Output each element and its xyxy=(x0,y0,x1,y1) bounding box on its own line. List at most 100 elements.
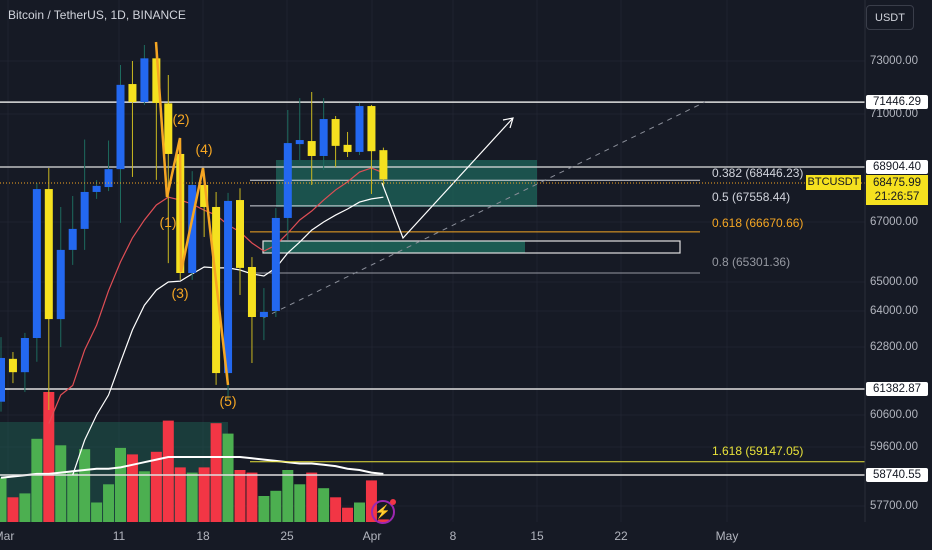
volume-bars xyxy=(0,392,389,522)
current-price-tag: 68475.99 21:26:57 xyxy=(866,175,928,205)
candle-body xyxy=(104,169,113,188)
time-tick-label: 15 xyxy=(530,529,544,543)
volume-bar xyxy=(103,484,115,522)
candle-body xyxy=(56,249,65,320)
price-tick-label: 64000.00 xyxy=(870,305,918,317)
volume-bar xyxy=(354,502,365,522)
price-tick-label: 73000.00 xyxy=(870,55,918,67)
candle-body xyxy=(319,119,328,156)
price-tick-label: 60600.00 xyxy=(870,409,918,421)
time-tick-label: Mar xyxy=(0,529,15,543)
candle-body xyxy=(0,357,5,402)
candle-body xyxy=(355,106,364,152)
candle-body xyxy=(247,267,256,317)
volume-bar xyxy=(7,497,19,522)
candle-body xyxy=(200,185,209,207)
candle-body xyxy=(367,106,376,152)
volume-bar xyxy=(91,502,103,522)
volume-bar xyxy=(174,467,186,522)
volume-bar xyxy=(222,433,234,522)
time-tick-label: 8 xyxy=(449,529,457,543)
volume-bar xyxy=(270,490,282,522)
projection-arrow[interactable] xyxy=(381,117,514,240)
candle-body xyxy=(236,200,244,268)
horizontal-levels[interactable] xyxy=(0,101,865,476)
time-tick-label: 11 xyxy=(112,529,126,543)
candle-body xyxy=(20,338,29,373)
candle-body xyxy=(164,103,173,154)
time-tick-label: May xyxy=(715,529,739,543)
current-price: 68475.99 xyxy=(873,177,921,189)
volume-bar xyxy=(55,445,67,522)
volume-bar xyxy=(67,472,79,522)
fib-label-05: 0.5 (67558.44) xyxy=(712,190,791,204)
candle-body xyxy=(152,58,161,103)
price-label-58740: 58740.55 xyxy=(866,468,928,482)
candle-body xyxy=(295,140,304,145)
time-tick-label: Apr xyxy=(362,529,382,543)
time-tick-label: 18 xyxy=(196,529,210,543)
volume-bar xyxy=(150,451,162,522)
currency-button[interactable]: USDT xyxy=(866,5,914,30)
candle-body xyxy=(92,185,101,192)
candle-body xyxy=(32,189,41,338)
volume-bar xyxy=(365,480,377,522)
volume-bar xyxy=(0,477,7,522)
volume-bar xyxy=(115,447,126,522)
price-tick-label: 71000.00 xyxy=(870,108,918,120)
price-tick-label: 57700.00 xyxy=(870,500,918,512)
candle-body xyxy=(343,144,352,152)
fib-label-08: 0.8 (65301.36) xyxy=(712,255,791,269)
candle-body xyxy=(331,119,340,146)
candles xyxy=(0,42,388,412)
volume-bar xyxy=(234,470,246,522)
volume-bar xyxy=(79,449,91,522)
price-tick-label: 59600.00 xyxy=(870,441,918,453)
volume-bar xyxy=(186,472,198,522)
price-tick-label: 67000.00 xyxy=(870,216,918,228)
time-tick-label: 25 xyxy=(280,529,294,543)
lightning-icon[interactable]: ⚡ xyxy=(371,499,396,524)
time-tick-label: 22 xyxy=(614,529,628,543)
candle-body xyxy=(140,58,149,103)
volume-bar xyxy=(210,423,222,522)
candle-body xyxy=(283,143,292,218)
volume-bar xyxy=(294,484,306,522)
candle-body xyxy=(8,358,17,373)
wave-label-3: (3) xyxy=(171,285,189,301)
volume-bar xyxy=(126,454,138,522)
candle-body xyxy=(188,185,197,273)
wave-label-4: (4) xyxy=(195,141,213,157)
price-label-61382: 61382.87 xyxy=(866,382,928,396)
price-label-71446: 71446.29 xyxy=(866,95,928,109)
volume-ma-line xyxy=(0,456,384,479)
volume-bar xyxy=(318,488,330,522)
elliott-wave-path[interactable] xyxy=(154,41,230,386)
symbol-price-tag: BTCUSDT xyxy=(806,175,861,190)
fib-label-0618: 0.618 (66670.66) xyxy=(712,216,804,230)
volume-bar xyxy=(19,493,31,522)
symbol-title[interactable]: Bitcoin / TetherUS, 1D, BINANCE xyxy=(8,8,186,22)
volume-bar xyxy=(138,471,150,522)
candle-body xyxy=(44,189,53,320)
volume-bar xyxy=(282,470,294,522)
wave-label-2: (2) xyxy=(172,111,190,127)
volume-bar xyxy=(306,472,318,522)
fib-label-0382: 0.382 (68446.23) xyxy=(712,166,804,180)
volume-bar xyxy=(31,438,43,522)
candle-body xyxy=(259,311,268,317)
volume-bar xyxy=(330,497,342,522)
volume-bar xyxy=(162,420,174,522)
candle-body xyxy=(68,228,77,250)
demand-zone-upper xyxy=(276,160,537,207)
demand-zone-lower xyxy=(263,241,525,253)
trendline-dashed[interactable] xyxy=(262,101,706,319)
volume-bar xyxy=(342,507,354,522)
candle-body xyxy=(80,191,89,229)
candle-body xyxy=(271,217,280,311)
target-box[interactable] xyxy=(262,240,681,254)
candle-body xyxy=(379,150,388,180)
candle-body xyxy=(307,141,316,156)
volume-bar xyxy=(246,472,258,522)
